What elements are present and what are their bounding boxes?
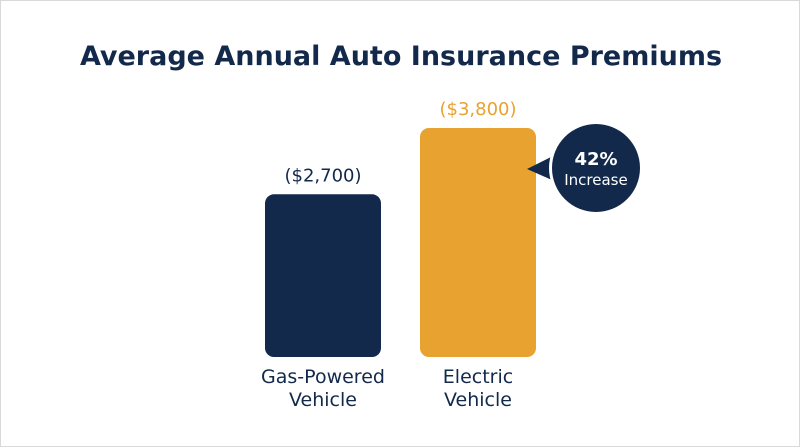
bar-1 bbox=[420, 128, 536, 357]
category-label-0-line2: Vehicle bbox=[289, 389, 357, 411]
callout-circle bbox=[552, 124, 640, 212]
chart-title: Average Annual Auto Insurance Premiums bbox=[80, 41, 722, 72]
value-label-0: ($2,700) bbox=[284, 165, 361, 186]
category-label-0-line1: Gas-Powered bbox=[261, 366, 385, 388]
bars-group: ($2,700)Gas-PoweredVehicle($3,800)Electr… bbox=[261, 99, 536, 411]
callout-text: Increase bbox=[564, 171, 627, 189]
category-label-1-line2: Vehicle bbox=[444, 389, 512, 411]
increase-callout: 42%Increase bbox=[527, 121, 643, 215]
callout-percent: 42% bbox=[574, 149, 617, 170]
value-label-1: ($3,800) bbox=[439, 99, 516, 120]
bar-0 bbox=[265, 194, 381, 357]
category-label-1-line1: Electric bbox=[443, 366, 513, 388]
